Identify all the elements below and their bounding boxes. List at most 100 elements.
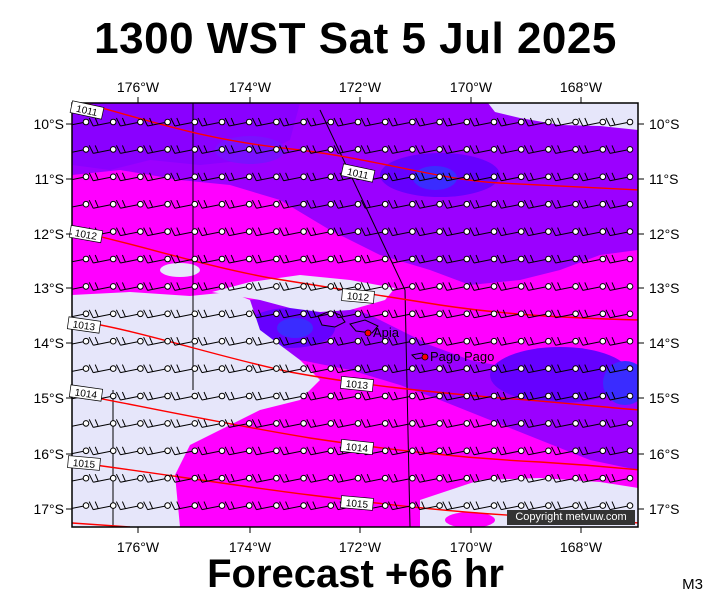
wind-barb-icon [523,282,552,291]
wind-barb-icon [197,117,226,127]
latitude-labels-left: 10°S 11°S 12°S 13°S 14°S 15°S 16°S 17°S [33,116,64,517]
wind-barb-icon [251,336,280,346]
wind-barb-icon [197,419,226,428]
wind-barb-icon [551,282,579,291]
wind-barb-icon [551,391,579,401]
wind-barb-icon [251,391,280,401]
wind-barb-icon [469,446,498,456]
lat-label: 15°S [649,390,680,406]
wind-barb-icon [224,419,253,428]
wind-barb-icon [551,364,579,374]
wind-barb-icon [251,364,280,374]
wind-barb-icon [143,172,171,182]
wind-barb-icon [72,447,90,455]
wind-barb-icon [360,391,389,401]
wind-barb-icon [578,446,607,456]
wind-barb-icon [115,254,144,264]
wind-barb-icon [170,199,199,209]
wind-barb-icon [170,282,199,291]
wind-barb-icon [469,419,498,428]
wind-barb-icon [224,254,253,264]
isobar-labels: 1011 1011 1012 1012 1013 1013 1014 1014 … [66,100,376,511]
wind-barb-icon [605,145,634,154]
wind-barb-icon [279,117,307,127]
wind-barb-icon [143,254,171,264]
wind-barb-icon [387,391,416,401]
lat-label: 11°S [649,171,678,187]
wind-barb-icon [88,501,117,511]
wind-barb-icon [578,336,607,346]
wind-barb-icon [387,227,416,237]
wind-barb-icon [387,473,416,483]
wind-barb-icon [523,446,552,456]
wind-barb-icon [72,365,90,372]
isobar-label: 1015 [72,458,96,471]
lon-label: 168°W [560,79,603,95]
wind-barb-icon [442,473,471,483]
wind-barb-icon [551,309,579,319]
wind-barb-icon [224,145,253,154]
wind-barb-icon [442,282,471,291]
lon-label: 172°W [339,539,382,555]
wind-barb-icon [115,336,144,346]
wind-barb-icon [605,446,634,456]
wind-barb-icon [279,473,307,483]
place-marker-icon [364,329,372,337]
wind-barb-icon [143,419,171,428]
isobar-label: 1014 [74,387,98,401]
lat-label: 13°S [33,280,64,296]
wind-barb-icon [442,309,471,319]
wind-barb-icon [115,282,144,291]
wind-barb-icon [415,145,443,154]
wind-barb-icon [605,364,634,374]
wind-barb-icon [578,364,607,374]
lat-label: 14°S [33,335,64,351]
wind-barb-icon [442,172,471,182]
wind-barb-icon [333,364,362,374]
wind-barb-icon [197,473,226,483]
wind-barb-icon [279,501,307,511]
wind-barb-icon [197,364,226,374]
wind-barb-icon [251,473,280,483]
wind-barb-icon [115,419,144,428]
lon-label: 172°W [339,79,382,95]
isobar-label: 1012 [346,291,370,304]
wind-barb-icon [333,473,362,483]
wind-barb-icon [360,282,389,291]
wind-barb-icon [72,255,90,263]
wind-barb-icon [360,254,389,264]
lat-label: 10°S [33,116,64,132]
wind-barb-icon [415,227,443,237]
wind-barb-icon [88,117,117,127]
wind-barb-icon [333,282,362,291]
wind-barb-icon [605,227,634,237]
wind-barb-icon [279,391,307,401]
wind-barb-icon [88,364,117,374]
wind-barb-icon [360,199,389,209]
isobar-label: 1013 [345,379,369,392]
wind-barb-icon [469,117,498,127]
wind-barb-icon [170,473,199,483]
wind-barb-icon [224,391,253,401]
wind-barb-icon [251,227,280,237]
wind-barb-icon [224,282,253,291]
wind-barb-icon [333,419,362,428]
wind-barb-icon [415,117,443,127]
lat-label: 11°S [35,171,64,187]
wind-barb-icon [72,337,90,345]
model-code: M3 [682,576,703,593]
wind-barb-icon [442,446,471,456]
place-markers: Apia Pago Pago [364,325,494,364]
wind-barb-icon [578,145,607,154]
wind-barb-icon [306,391,335,401]
wind-barb-icon [115,501,144,511]
wind-barb-icon [115,391,144,401]
lon-label: 176°W [117,539,160,555]
wind-barb-icon [578,199,607,209]
wind-barb-icon [469,391,498,401]
wind-barb-icon [279,227,307,237]
wind-barb-icon [442,117,471,127]
wind-barb-icon [605,501,634,511]
wind-barb-icon [605,473,634,483]
wind-barb-icon [469,473,498,483]
